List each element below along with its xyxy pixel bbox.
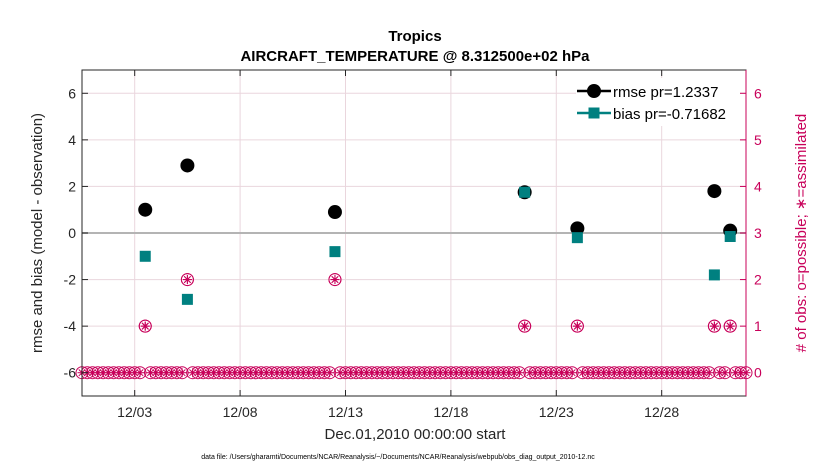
x-tick-label: 12/08 bbox=[223, 404, 258, 420]
left-y-tick-label: -2 bbox=[64, 272, 77, 288]
obs-count-marker-nonzero bbox=[724, 320, 736, 332]
bias-point bbox=[329, 246, 340, 257]
left-y-tick-label: 4 bbox=[68, 132, 76, 148]
left-y-tick-label: -4 bbox=[64, 318, 77, 334]
right-y-tick-label: 6 bbox=[754, 85, 762, 101]
obs-count-marker-nonzero bbox=[708, 320, 720, 332]
left-y-tick-label: 0 bbox=[68, 225, 76, 241]
x-tick-label: 12/13 bbox=[328, 404, 363, 420]
right-y-tick-label: 4 bbox=[754, 178, 762, 194]
legend: rmse pr=1.2337 bias pr=-0.71682 bbox=[576, 78, 740, 126]
x-tick-label: 12/28 bbox=[644, 404, 679, 420]
bias-point bbox=[519, 187, 530, 198]
x-tick-label: 12/03 bbox=[117, 404, 152, 420]
rmse-point bbox=[707, 184, 721, 198]
left-y-tick-label: 2 bbox=[68, 178, 76, 194]
x-tick-label: 12/18 bbox=[433, 404, 468, 420]
obs-count-marker-nonzero bbox=[519, 320, 531, 332]
legend-rmse-marker bbox=[587, 84, 601, 98]
right-y-tick-label: 0 bbox=[754, 365, 762, 381]
left-y-tick-label: -6 bbox=[64, 365, 77, 381]
bias-point bbox=[572, 232, 583, 243]
legend-rmse-label: rmse pr=1.2337 bbox=[613, 84, 718, 101]
right-y-tick-label: 3 bbox=[754, 225, 762, 241]
right-y-tick-label: 1 bbox=[754, 318, 762, 334]
left-axis-ticks: -6 -4 -2 0 2 4 6 bbox=[64, 85, 88, 380]
right-y-tick-label: 5 bbox=[754, 132, 762, 148]
x-tick-label: 12/23 bbox=[539, 404, 574, 420]
right-y-tick-label: 2 bbox=[754, 272, 762, 288]
obs-count-marker-nonzero bbox=[571, 320, 583, 332]
bias-point bbox=[709, 269, 720, 280]
x-axis-label: Dec.01,2010 00:00:00 start bbox=[325, 426, 507, 443]
data-file-footer: data file: /Users/gharamti/Documents/NCA… bbox=[201, 454, 595, 461]
obs-count-marker-nonzero bbox=[329, 274, 341, 286]
rmse-point bbox=[180, 158, 194, 172]
bias-point bbox=[140, 251, 151, 262]
bias-point bbox=[182, 294, 193, 305]
chart-title-line2: AIRCRAFT_TEMPERATURE @ 8.312500e+02 hPa bbox=[240, 48, 590, 65]
left-y-axis-label: rmse and bias (model - observation) bbox=[29, 113, 46, 353]
bias-point bbox=[725, 231, 736, 242]
chart-title-line1: Tropics bbox=[388, 28, 441, 45]
left-y-tick-label: 6 bbox=[68, 85, 76, 101]
right-y-axis-label: # of obs: o=possible; ∗=assimilated bbox=[793, 114, 810, 353]
legend-bias-marker bbox=[589, 108, 600, 119]
legend-bias-label: bias pr=-0.71682 bbox=[613, 106, 726, 123]
right-axis-ticks: 0 1 2 3 4 5 6 bbox=[740, 70, 762, 396]
series-markers bbox=[138, 158, 737, 304]
obs-count-marker-nonzero bbox=[181, 274, 193, 286]
obs-count-marker-nonzero bbox=[139, 320, 151, 332]
rmse-point bbox=[138, 203, 152, 217]
obs-diagnostic-chart: 12/03 12/08 12/13 12/18 12/23 12/28 -6 -4 -2 0 2 4… bbox=[0, 0, 830, 470]
rmse-point bbox=[328, 205, 342, 219]
